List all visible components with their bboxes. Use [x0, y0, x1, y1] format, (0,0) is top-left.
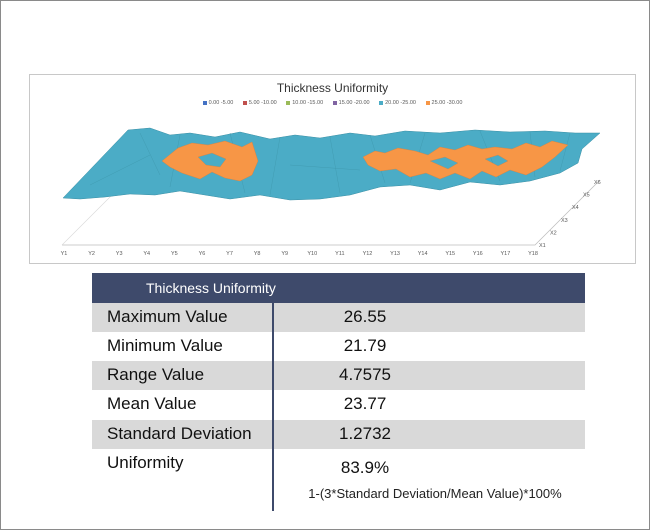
- x-tick-label: Y6: [199, 251, 206, 257]
- legend-swatch: [242, 100, 247, 105]
- x-tick-label: Y17: [501, 251, 511, 257]
- legend-label: 20.00 -25.00: [385, 100, 416, 106]
- table-title: Thickness Uniformity: [146, 280, 276, 296]
- surface-orange-region: [161, 140, 259, 182]
- depth-tick-label: X1: [539, 243, 546, 249]
- x-tick-label: Y4: [143, 251, 150, 257]
- legend-item: 10.00 -15.00: [286, 100, 323, 106]
- surface-orange-region: [362, 140, 569, 180]
- legend-swatch: [332, 100, 337, 105]
- legend-swatch: [379, 100, 384, 105]
- row-label: Range Value: [107, 365, 205, 384]
- chart-legend: 0.00 -5.00 5.00 -10.00 10.00 -15.00 15.0…: [30, 100, 635, 106]
- table-row: Maximum Value 26.55: [92, 303, 585, 332]
- table-row: Standard Deviation 1.2732: [92, 420, 585, 449]
- row-value-text: 26.55: [343, 307, 387, 326]
- x-tick-label: Y12: [363, 251, 373, 257]
- table-row: Mean Value 23.77: [92, 390, 585, 419]
- surface-facet: [269, 136, 281, 196]
- x-tick-label: Y2: [88, 251, 95, 257]
- row-label: Uniformity: [107, 453, 184, 472]
- depth-tick-label: X2: [550, 230, 557, 236]
- legend-label: 10.00 -15.00: [292, 100, 324, 106]
- x-tick-label: Y15: [445, 251, 455, 257]
- x-tick-label: Y16: [473, 251, 483, 257]
- legend-swatch: [202, 100, 207, 105]
- table-header: Thickness Uniformity: [92, 273, 585, 303]
- row-value-text: 23.77: [343, 394, 387, 413]
- row-label: Minimum Value: [107, 336, 223, 355]
- table-row: Minimum Value 21.79: [92, 332, 585, 361]
- depth-tick-label: X5: [583, 193, 590, 199]
- row-value-text: 83.9%: [340, 458, 390, 477]
- x-tick-label: Y7: [226, 251, 233, 257]
- depth-tick-label: X3: [561, 218, 568, 224]
- table-row: Uniformity 83.9%: [92, 450, 585, 479]
- legend-swatch: [425, 100, 430, 105]
- legend-label: 15.00 -20.00: [338, 100, 370, 106]
- legend-item: 5.00 -10.00: [242, 100, 277, 106]
- x-tick-label: Y14: [418, 251, 428, 257]
- depth-tick-label: X6: [594, 180, 601, 186]
- x-tick-label: Y18: [528, 251, 538, 257]
- x-tick-label: Y1: [61, 251, 68, 257]
- chart-title: Thickness Uniformity: [276, 81, 389, 95]
- legend-label: 5.00 -10.00: [248, 100, 277, 106]
- x-tick-label: Y3: [116, 251, 123, 257]
- x-tick-label: Y10: [307, 251, 317, 257]
- surface-plot: Y1 Y2 Y3 Y4 Y5 Y6 Y7 Y8 Y9 Y10 Y11 Y12 Y13 Y14 Y15 Y16 Y…: [61, 127, 601, 257]
- table-row: Range Value 4.7575: [92, 361, 585, 390]
- chart-area: Thickness Uniformity 0.00 -5.00 5.00 -10…: [29, 74, 636, 264]
- x-tick-label: Y8: [254, 251, 261, 257]
- x-tick-label: Y5: [171, 251, 178, 257]
- table-divider: [272, 303, 274, 511]
- x-tick-label: Y13: [390, 251, 400, 257]
- legend-item: 20.00 -25.00: [379, 100, 416, 106]
- legend-label: 25.00 -30.00: [431, 100, 463, 106]
- surface-facet: [329, 136, 341, 194]
- legend-swatch: [286, 100, 291, 105]
- surface-facet: [89, 154, 151, 186]
- surface-facet: [559, 132, 571, 172]
- row-label: Standard Deviation: [107, 424, 252, 443]
- formula-text: 1-(3*Standard Deviation/Mean Value)*100%: [308, 486, 562, 501]
- surface-facet: [139, 132, 161, 176]
- depth-tick-label: X4: [572, 205, 579, 211]
- row-value-text: 21.79: [343, 336, 387, 355]
- legend-item: 25.00 -30.00: [425, 100, 463, 106]
- legend-item: 0.00 -5.00: [202, 100, 234, 106]
- surface-facet: [289, 164, 361, 171]
- row-label: Maximum Value: [107, 307, 228, 326]
- legend-label: 0.00 -5.00: [208, 100, 234, 106]
- row-value-text: 1.2732: [339, 424, 391, 443]
- x-tick-label: Y9: [281, 251, 288, 257]
- floor-axis: [62, 179, 601, 246]
- x-tick-label: Y11: [335, 251, 344, 257]
- row-label: Mean Value: [107, 394, 197, 413]
- row-value-text: 4.7575: [339, 365, 391, 384]
- legend-item: 15.00 -20.00: [332, 100, 370, 106]
